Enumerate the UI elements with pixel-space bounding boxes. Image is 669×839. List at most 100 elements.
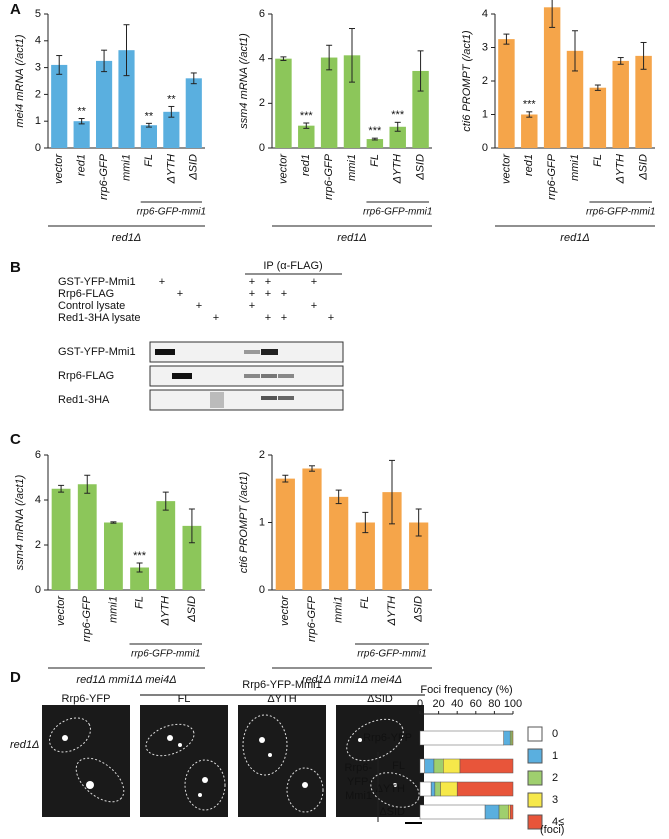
bar [566, 50, 584, 148]
y-tick-label: 5 [35, 8, 41, 20]
y-tick-label: 6 [35, 449, 41, 461]
bar [156, 501, 176, 590]
y-tick-label: 1 [35, 115, 41, 127]
error-bar [280, 56, 287, 61]
error-bar [78, 118, 85, 125]
bar [275, 58, 292, 148]
y-tick-label: 0 [35, 142, 41, 154]
error-bar [168, 105, 175, 118]
x-tick-label: 40 [451, 698, 463, 710]
error-bar [335, 489, 342, 505]
bar [343, 55, 361, 148]
y-tick-label: 2 [35, 539, 41, 551]
error-bar [110, 521, 117, 524]
error-bar [503, 33, 510, 45]
panel-label: C [10, 431, 21, 448]
bar [163, 111, 180, 148]
x-tick-label: red1 [523, 154, 535, 176]
strain-label: red1Δ mmi1Δ mei4Δ [76, 674, 176, 686]
y-axis-label: mei4 mRNA (/act1) [14, 34, 26, 127]
bar-segment [434, 781, 441, 797]
error-bar [190, 72, 197, 85]
blot-mark: + [265, 312, 271, 324]
significance: ** [77, 105, 86, 117]
x-tick-label: vector [55, 595, 67, 626]
error-bar [56, 55, 63, 75]
micrograph-label: ΔYTH [267, 693, 296, 705]
error-bar [415, 508, 422, 537]
bar-segment [443, 758, 461, 774]
significance: ** [145, 110, 154, 122]
x-tick-label: ΔYTH [386, 596, 398, 626]
bar-segment [509, 804, 514, 820]
x-tick-label: rrp6-GFP [306, 595, 318, 642]
y-tick-label: 1 [482, 108, 488, 120]
blot-mark: + [281, 312, 287, 324]
group-label: rrp6-GFP-mmi1 [137, 207, 206, 218]
y-axis-label: cti6 PROMPT (/act1) [238, 471, 250, 573]
group-label: rrp6-GFP-mmi1 [586, 207, 655, 218]
y-tick-label: Rrp6-YFP [363, 732, 412, 744]
x-tick-label: ΔYTH [165, 154, 177, 184]
y-axis-label: cti6 PROMPT (/act1) [461, 30, 473, 132]
blot-frames [149, 273, 344, 411]
x-axis-label: Foci frequency (%) [420, 684, 512, 696]
error-bar [389, 459, 395, 525]
bar-segment [419, 730, 504, 746]
significance: *** [300, 110, 314, 122]
blot-mark: + [328, 312, 334, 324]
bar [118, 50, 135, 148]
x-tick-label: mmi1 [107, 596, 119, 623]
group-label: Mmi1 [345, 790, 372, 802]
panel-label: B [10, 259, 21, 276]
blot-mark: + [249, 276, 255, 288]
blot-mark: + [159, 276, 165, 288]
bar [382, 492, 402, 590]
x-tick-label: 20 [432, 698, 444, 710]
strain-label: red1Δ [337, 232, 366, 244]
x-tick-label: mmi1 [346, 154, 358, 181]
legend-swatch [527, 748, 543, 764]
bar [185, 78, 202, 148]
error-bar [303, 122, 310, 129]
y-tick-label: 4 [35, 494, 41, 506]
y-tick-label: 3 [482, 41, 488, 53]
bar [77, 484, 97, 590]
x-tick-label: rrp6-GFP [98, 153, 110, 200]
bar [73, 121, 90, 148]
x-tick-label: ΔYTH [392, 154, 404, 184]
micrograph-label: FL [178, 693, 191, 705]
bar [140, 125, 158, 148]
legend-label: 0 [552, 728, 558, 740]
x-tick-label: 80 [488, 698, 500, 710]
legend-label: 3 [552, 794, 558, 806]
x-tick-label: 0 [417, 698, 423, 710]
y-tick-label: 2 [482, 75, 488, 87]
y-tick-label: 0 [35, 584, 41, 596]
legend-label: 4≤ [552, 816, 564, 828]
error-bar [640, 41, 647, 70]
bar [498, 39, 515, 148]
error-bar [362, 511, 369, 534]
error-bar [549, 0, 556, 28]
x-tick-label: vector [277, 153, 289, 184]
blot-mark: + [196, 300, 202, 312]
micrographs [42, 694, 425, 824]
x-tick-label: rrp6-GFP [323, 153, 335, 200]
y-tick-label: 0 [482, 142, 488, 154]
significance: ** [167, 93, 176, 105]
y-tick-label: 4 [35, 35, 41, 47]
panel-label: A [10, 1, 21, 18]
micrograph-label: ΔSID [367, 693, 393, 705]
bar [612, 60, 629, 148]
y-axis-label: ssm4 mRNA (/act1) [238, 33, 250, 129]
y-tick-label: FL [392, 760, 405, 772]
x-tick-label: rrp6-GFP [546, 153, 558, 200]
blot-mark: + [311, 300, 317, 312]
bar [103, 522, 123, 590]
x-tick-label: FL [143, 154, 155, 167]
error-bar [123, 24, 130, 77]
bar [543, 7, 561, 148]
x-tick-label: FL [369, 154, 381, 167]
micrograph-group: Rrp6-YFP-Mmi1 [242, 679, 321, 691]
